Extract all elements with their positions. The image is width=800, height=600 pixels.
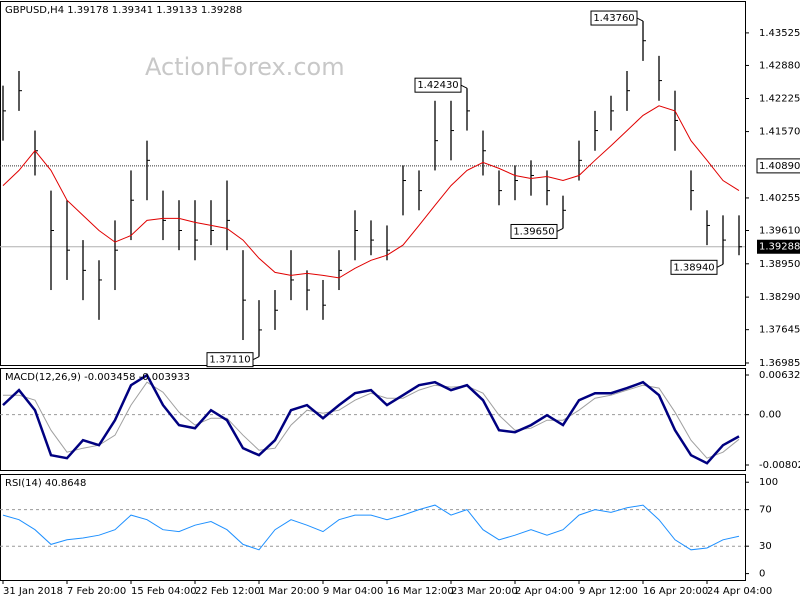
- annotation-box: [414, 77, 462, 93]
- y-tick-label: 1.38290: [759, 292, 800, 303]
- y-tick-label: -0.008022: [759, 460, 800, 471]
- x-tick-label: 24 Apr 04:00: [707, 586, 772, 597]
- annotation-box: [206, 352, 254, 368]
- y-tick-label: 1.38950: [759, 259, 800, 270]
- annotation-box: [590, 10, 638, 26]
- x-tick-label: 7 Feb 20:00: [67, 586, 126, 597]
- annotation-connector: [716, 263, 724, 268]
- x-tick-label: 9 Apr 12:00: [579, 586, 638, 597]
- panel-frame: [0, 368, 746, 471]
- y-tick-label: 0.006326: [759, 370, 800, 381]
- last-price-label: 1.39288: [759, 242, 800, 253]
- y-tick-label: 1.39610: [759, 225, 800, 236]
- panel-frame: [0, 1, 746, 366]
- x-tick-label: 22 Feb 12:00: [195, 586, 261, 597]
- annotation-connector: [252, 356, 260, 361]
- panel-title: MACD(12,26,9) -0.003458 -0.003933: [5, 372, 190, 383]
- panel-title: GBPUSD,H4 1.39178 1.39341 1.39133 1.3928…: [5, 5, 242, 16]
- watermark: ActionForex.com: [145, 53, 345, 81]
- price-label-box: [756, 158, 800, 174]
- y-tick-label: 0.00: [759, 410, 781, 421]
- annotation-connector: [556, 228, 564, 232]
- indicator-line: [2, 373, 740, 465]
- moving-average: [2, 105, 740, 279]
- y-tick-label: 100: [759, 477, 778, 488]
- y-tick-label: 1.43525: [759, 28, 800, 39]
- price-label: 1.40890: [759, 161, 800, 172]
- y-tick-label: 1.40255: [759, 193, 800, 204]
- y-tick-label: 0: [759, 569, 765, 580]
- annotation-label: 1.39650: [513, 226, 554, 237]
- annotation-box: [510, 223, 558, 239]
- last-price-box: [757, 239, 800, 254]
- annotation-box: [670, 259, 718, 275]
- indicator-line: [3, 381, 740, 459]
- y-tick-label: 1.41570: [759, 127, 800, 138]
- x-tick-label: 16 Apr 20:00: [643, 586, 708, 597]
- x-tick-label: 15 Feb 04:00: [131, 586, 197, 597]
- x-tick-label: 2 Apr 04:00: [515, 586, 574, 597]
- x-tick-label: 9 Mar 04:00: [323, 586, 383, 597]
- y-tick-label: 70: [759, 505, 772, 516]
- annotation-label: 1.38940: [673, 262, 714, 273]
- annotation-label: 1.37110: [209, 355, 250, 366]
- y-tick-label: 1.37645: [759, 325, 800, 336]
- y-tick-label: 1.36985: [759, 358, 800, 369]
- annotation-label: 1.43760: [593, 13, 634, 24]
- y-tick-label: 1.42880: [759, 60, 800, 71]
- panel-frame: [0, 474, 746, 581]
- panel-title: RSI(14) 40.8648: [5, 478, 86, 489]
- indicator-line: [2, 504, 740, 551]
- annotation-label: 1.42430: [417, 80, 458, 91]
- x-tick-label: 1 Mar 20:00: [259, 586, 319, 597]
- x-tick-label: 16 Mar 12:00: [387, 586, 454, 597]
- x-tick-label: 31 Jan 2018: [3, 586, 63, 597]
- x-tick-label: 23 Mar 20:00: [451, 586, 518, 597]
- y-tick-label: 30: [759, 541, 772, 552]
- annotation-connector: [636, 17, 644, 22]
- y-tick-label: 1.42225: [759, 94, 800, 105]
- annotation-connector: [460, 84, 468, 89]
